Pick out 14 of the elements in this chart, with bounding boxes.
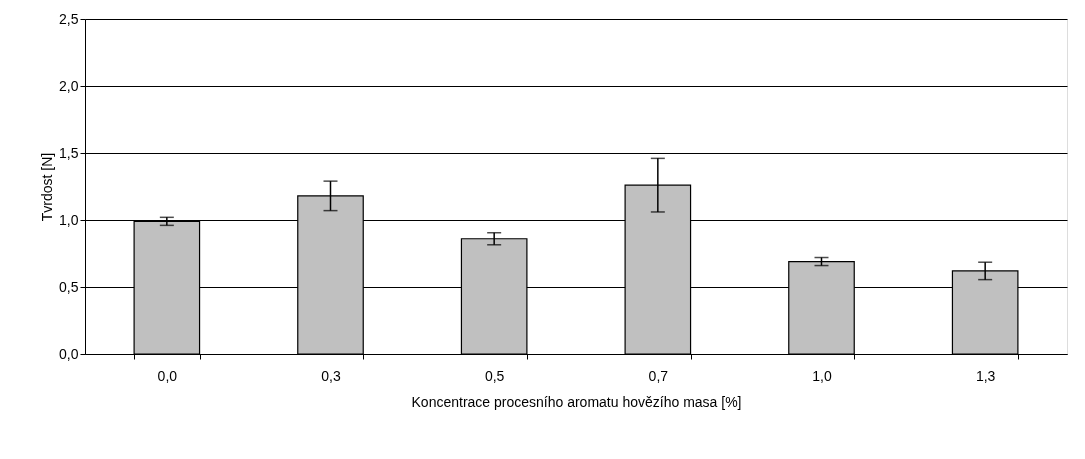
x-tick-label: 0,3 [321,367,341,384]
y-tick-label: 2,5 [59,10,79,27]
y-tick-label: 1,5 [59,144,79,161]
x-tick-label: 0,5 [484,367,505,384]
x-tick-label: 1,3 [975,367,996,384]
y-tick-label: 1,0 [59,211,79,228]
x-tick-label: 0,0 [157,367,178,384]
y-tick-label: 0,0 [59,345,79,362]
y-axis-title: Tvrdost [N] [39,152,56,222]
y-tick-label: 0,5 [59,278,79,295]
x-tick-label: 1,0 [812,367,832,384]
x-axis-title: Koncentrace procesního aromatu hovězího masa [%] [411,393,742,410]
y-tick-label: 2,0 [59,77,79,94]
x-tick-label: 0,7 [648,367,669,384]
